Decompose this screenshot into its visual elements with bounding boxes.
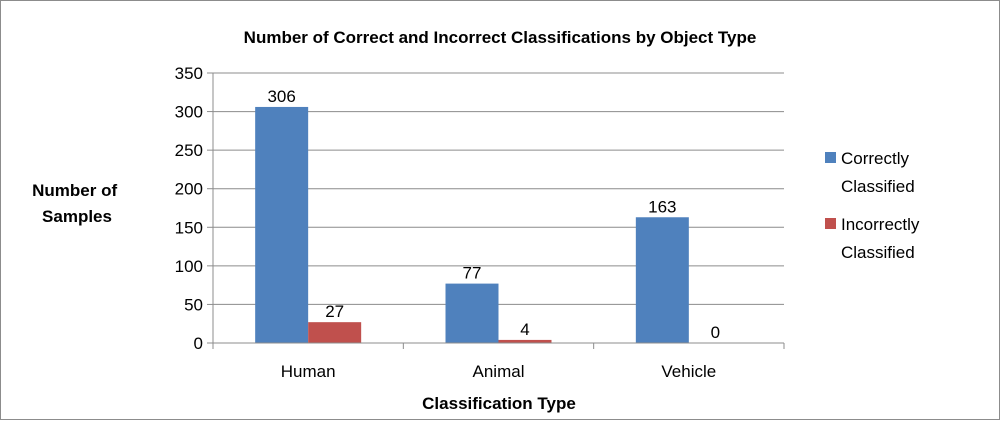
legend-label-incorrectly-line-1: Incorrectly — [841, 215, 920, 234]
y-axis-title: Number of Samples — [32, 181, 122, 226]
data-labels: 306 27 77 4 163 0 — [267, 87, 720, 342]
axes — [212, 73, 784, 344]
y-tick-label-100: 100 — [175, 257, 203, 276]
legend-label-correctly-line-2: Classified — [841, 177, 915, 196]
y-tick-label-50: 50 — [184, 295, 203, 314]
legend-swatch-correctly-classified — [825, 152, 836, 163]
bar-animal-incorrectly-classified — [498, 339, 552, 343]
data-label-animal-correctly-classified: 77 — [463, 264, 482, 283]
x-tick-label-vehicle: Vehicle — [661, 362, 716, 381]
y-axis-title-line-1: Number of — [32, 181, 117, 200]
data-label-vehicle-incorrectly-classified: 0 — [711, 323, 720, 342]
bar-vehicle-correctly-classified — [635, 217, 689, 343]
x-tick-label-animal: Animal — [473, 362, 525, 381]
y-tick-label-350: 350 — [175, 64, 203, 83]
y-axis-ticks: 0 50 100 150 200 250 300 350 — [175, 64, 213, 353]
chart-title: Number of Correct and Incorrect Classifi… — [244, 28, 757, 47]
bars — [255, 106, 689, 343]
x-axis-title: Classification Type — [422, 394, 576, 413]
bar-human-correctly-classified — [255, 106, 309, 343]
y-tick-label-250: 250 — [175, 141, 203, 160]
data-label-human-incorrectly-classified: 27 — [325, 302, 344, 321]
legend-label-incorrectly-classified: Incorrectly Classified — [841, 215, 924, 262]
y-axis-title-line-2: Samples — [42, 207, 112, 226]
y-tick-label-200: 200 — [175, 180, 203, 199]
legend: Correctly Classified Incorrectly Classif… — [825, 149, 924, 262]
x-tick-label-human: Human — [281, 362, 336, 381]
data-label-human-correctly-classified: 306 — [267, 87, 295, 106]
legend-label-correctly-line-1: Correctly — [841, 149, 910, 168]
x-axis-ticks: Human Animal Vehicle — [212, 343, 785, 381]
legend-label-incorrectly-line-2: Classified — [841, 243, 915, 262]
bar-animal-correctly-classified — [445, 283, 499, 343]
bar-human-incorrectly-classified — [308, 322, 362, 343]
y-tick-label-150: 150 — [175, 218, 203, 237]
y-tick-label-0: 0 — [194, 334, 203, 353]
legend-label-correctly-classified: Correctly Classified — [841, 149, 915, 196]
data-label-animal-incorrectly-classified: 4 — [520, 320, 529, 339]
data-label-vehicle-correctly-classified: 163 — [648, 197, 676, 216]
y-tick-label-300: 300 — [175, 103, 203, 122]
legend-swatch-incorrectly-classified — [825, 218, 836, 229]
